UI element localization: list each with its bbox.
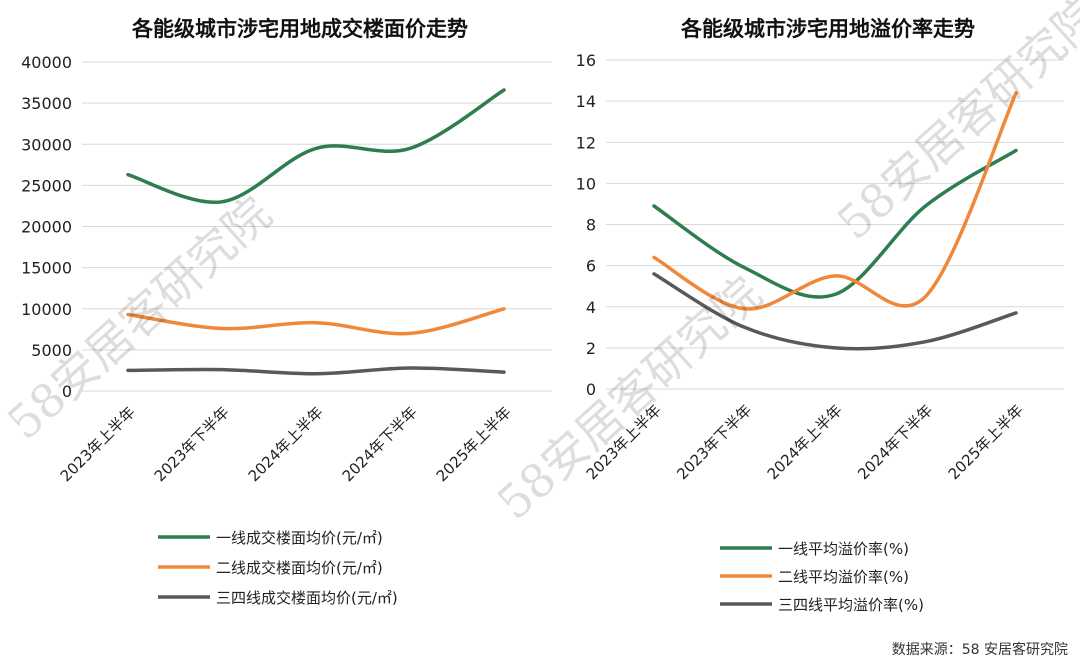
x-tick-label: 2025年上半年 xyxy=(433,403,515,485)
series-line xyxy=(126,366,506,376)
y-tick-label: 40000 xyxy=(21,53,72,72)
y-tick-label: 10000 xyxy=(21,300,72,319)
x-tick-label: 2023年下半年 xyxy=(673,401,755,483)
x-tick-label: 2025年上半年 xyxy=(945,401,1027,483)
source-note: 数据来源：58 安居客研究院 xyxy=(892,641,1068,658)
y-tick-label: 12 xyxy=(576,133,596,152)
x-tick-label: 2024年上半年 xyxy=(764,401,846,483)
legend-label: 三四线成交楼面均价(元/㎡) xyxy=(216,589,398,607)
y-tick-label: 8 xyxy=(586,216,596,235)
series-line xyxy=(652,91,1018,311)
legend-label: 一线平均溢价率(%) xyxy=(778,540,909,558)
legend-label: 三四线平均溢价率(%) xyxy=(778,596,924,614)
y-tick-label: 0 xyxy=(62,382,72,401)
y-tick-label: 25000 xyxy=(21,176,72,195)
y-tick-label: 4 xyxy=(586,298,596,317)
legend-label: 一线成交楼面均价(元/㎡) xyxy=(216,529,383,547)
y-tick-label: 15000 xyxy=(21,259,72,278)
legend-label: 二线成交楼面均价(元/㎡) xyxy=(216,559,383,577)
x-tick-label: 2024年上半年 xyxy=(245,403,327,485)
x-tick-label: 2024年下半年 xyxy=(854,401,936,483)
legend-label: 二线平均溢价率(%) xyxy=(778,568,909,586)
y-tick-label: 5000 xyxy=(31,341,72,360)
y-tick-label: 30000 xyxy=(21,135,72,154)
series-line xyxy=(652,148,1018,299)
y-tick-label: 0 xyxy=(586,380,596,399)
y-tick-label: 20000 xyxy=(21,218,72,237)
floor-price-chart-title: 各能级城市涉宅用地成交楼面价走势 xyxy=(131,17,468,41)
premium-rate-chart-title: 各能级城市涉宅用地溢价率走势 xyxy=(680,17,975,41)
floor-price-chart: 各能级城市涉宅用地成交楼面价走势 0 5000 10000 15000 20000 250… xyxy=(21,17,552,607)
series-line xyxy=(652,272,1018,351)
watermark: 58安居客研究院 xyxy=(487,266,772,530)
y-tick-label: 6 xyxy=(586,257,596,276)
y-tick-label: 16 xyxy=(576,51,596,70)
y-tick-label: 10 xyxy=(576,174,596,193)
y-tick-label: 2 xyxy=(586,339,596,358)
x-tick-label: 2024年下半年 xyxy=(339,403,421,485)
y-tick-label: 35000 xyxy=(21,94,72,113)
series-line xyxy=(126,88,506,205)
series-line xyxy=(126,307,506,336)
y-tick-label: 14 xyxy=(576,92,596,111)
x-tick-label: 2023年下半年 xyxy=(151,403,233,485)
